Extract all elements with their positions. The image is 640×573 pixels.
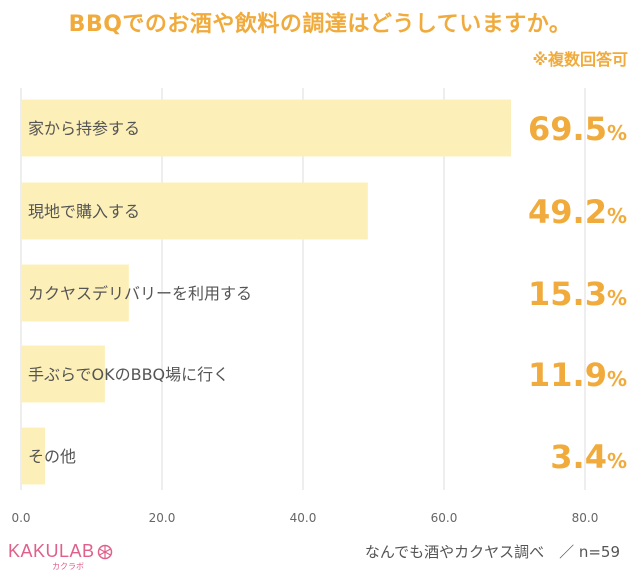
value-number-3: 11.9	[528, 356, 607, 394]
bar-3	[21, 345, 105, 403]
bar-4	[21, 427, 45, 485]
value-number-0: 69.5	[528, 110, 607, 148]
tick-label-1: 20.0	[149, 511, 176, 525]
category-label-4: その他	[28, 447, 76, 466]
value-unit-1: %	[607, 204, 627, 228]
kakulabo-logo: KAKULAB	[8, 541, 95, 561]
value-label-2: 15.3%	[528, 275, 627, 313]
bars: 家から持参する 69.5% 現地で購入する 49.2% カクヤスデリバリーを利用する 15…	[21, 99, 627, 485]
bar-0	[21, 99, 511, 157]
chart-title: BBQでのお酒や飲料の調達はどうしていますか。	[68, 12, 572, 37]
value-unit-0: %	[607, 121, 627, 145]
value-number-4: 3.4	[550, 438, 607, 476]
x-axis-ticks: 0.0 20.0 40.0 60.0 80.0	[11, 511, 598, 525]
source-note: なんでも酒やカクヤス調べ ／ n=59	[364, 543, 620, 561]
value-label-1: 49.2%	[528, 193, 627, 231]
value-unit-4: %	[607, 449, 627, 473]
tick-label-0: 0.0	[11, 511, 30, 525]
value-label-3: 11.9%	[528, 356, 627, 394]
category-label-2: カクヤスデリバリーを利用する	[28, 284, 252, 303]
logo-mark-icon	[97, 544, 113, 560]
bar-chart: 家から持参する 69.5% 現地で購入する 49.2% カクヤスデリバリーを利用する 15…	[11, 88, 627, 525]
kakulabo-logo-subtitle: カクラボ	[52, 562, 84, 571]
bar-2	[21, 264, 129, 322]
value-label-0: 69.5%	[528, 110, 627, 148]
tick-label-2: 40.0	[290, 511, 317, 525]
category-label-0: 家から持参する	[28, 119, 140, 138]
multiple-answer-note: ※複数回答可	[532, 50, 628, 69]
category-label-1: 現地で購入する	[28, 202, 140, 221]
tick-label-4: 80.0	[572, 511, 599, 525]
value-unit-2: %	[607, 286, 627, 310]
category-label-3: 手ぶらでOKのBBQ場に行く	[28, 365, 229, 384]
tick-label-3: 60.0	[431, 511, 458, 525]
bar-1	[21, 182, 368, 240]
value-number-2: 15.3	[528, 275, 607, 313]
value-number-1: 49.2	[528, 193, 607, 231]
value-unit-3: %	[607, 367, 627, 391]
value-label-4: 3.4%	[550, 438, 627, 476]
